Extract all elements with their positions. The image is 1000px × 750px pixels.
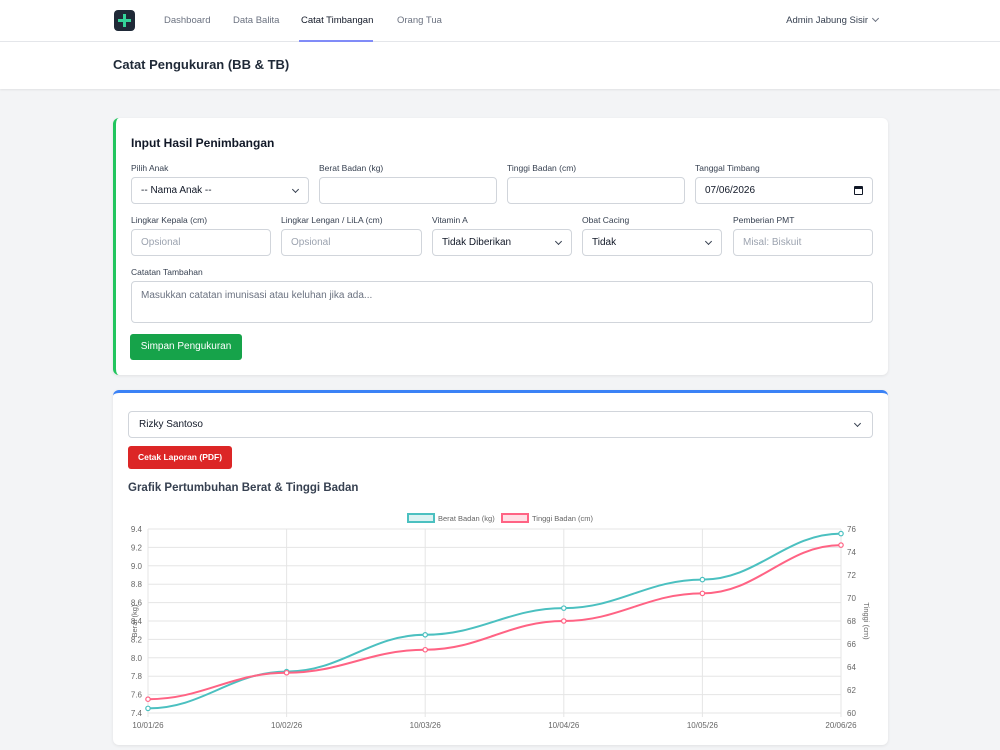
- page-title: Catat Pengukuran (BB & TB): [113, 57, 290, 72]
- report-child-value: Rizky Santoso: [139, 419, 203, 430]
- y2-tick-label: 60: [847, 709, 856, 718]
- tinggi-label: Tinggi Badan (cm): [507, 163, 577, 173]
- app-logo-icon[interactable]: [114, 10, 135, 31]
- lingkar-kepala-label: Lingkar Kepala (cm): [131, 215, 208, 225]
- vitamin-a-value: Tidak Diberikan: [442, 237, 512, 248]
- y2-tick-label: 62: [847, 686, 856, 695]
- data-point-tinggi: [145, 696, 151, 703]
- data-point-berat: [838, 530, 844, 537]
- chevron-down-icon: [853, 419, 862, 428]
- active-tab-indicator: [299, 40, 373, 42]
- legend-label-berat: Berat Badan (kg): [438, 514, 495, 523]
- growth-chart: 9.4 9.2 9.0 8.8 8.6 8.4 8.2 8.0 7.8 7.6 7.4 76 74 72 7…: [130, 513, 871, 730]
- y-tick-label: 7.8: [131, 672, 143, 681]
- obat-cacing-select[interactable]: Tidak: [582, 229, 722, 256]
- chevron-down-icon: [871, 14, 880, 23]
- calendar-icon[interactable]: [854, 186, 863, 195]
- x-tick-label: 10/05/26: [687, 721, 719, 730]
- lingkar-kepala-input[interactable]: Opsional: [131, 229, 271, 256]
- chevron-down-icon: [554, 237, 563, 246]
- user-name: Admin Jabung Sisir: [786, 15, 868, 26]
- data-point-tinggi: [422, 646, 429, 653]
- y-tick-label: 9.0: [131, 562, 143, 571]
- save-button[interactable]: Simpan Pengukuran: [130, 334, 242, 360]
- tinggi-input[interactable]: [507, 177, 685, 204]
- y-tick-label: 9.2: [131, 543, 143, 552]
- series-line-tinggi: [147, 544, 842, 701]
- legend-swatch-berat: [407, 513, 435, 523]
- y2-tick-label: 70: [847, 594, 856, 603]
- navbar: Dashboard Data Balita Catat Timbangan Or…: [0, 0, 1000, 42]
- chart-title: Grafik Pertumbuhan Berat & Tinggi Badan: [128, 482, 359, 494]
- data-point-berat: [422, 632, 429, 638]
- y-tick-label: 8.6: [131, 599, 143, 608]
- data-point-berat: [699, 576, 706, 583]
- vitamin-a-label: Vitamin A: [432, 215, 468, 225]
- catatan-label: Catatan Tambahan: [131, 267, 203, 277]
- y-tick-label: 8.0: [131, 654, 143, 663]
- tanggal-value: 07/06/2026: [705, 185, 756, 196]
- catatan-textarea[interactable]: [131, 281, 873, 323]
- tanggal-label: Tanggal Timbang: [695, 163, 760, 173]
- chevron-down-icon: [291, 185, 300, 194]
- pmt-input[interactable]: Misal: Biskuit: [733, 229, 873, 256]
- nav-dashboard[interactable]: Dashboard: [164, 15, 211, 26]
- data-point-tinggi: [699, 590, 706, 597]
- x-tick-label: 10/04/26: [548, 721, 580, 730]
- data-point-berat: [560, 605, 567, 611]
- vitamin-a-select[interactable]: Tidak Diberikan: [432, 229, 572, 256]
- form-title: Input Hasil Penimbangan: [131, 136, 275, 150]
- y-tick-label: 7.4: [131, 709, 143, 718]
- berat-input[interactable]: [319, 177, 497, 204]
- y2-tick-label: 64: [847, 663, 856, 672]
- legend-label-tinggi: Tinggi Badan (cm): [532, 514, 593, 523]
- y-axis-label: Berat (kg): [130, 604, 139, 637]
- nav-data-balita[interactable]: Data Balita: [233, 15, 280, 26]
- lingkar-lengan-label: Lingkar Lengan / LiLA (cm): [281, 215, 383, 225]
- print-pdf-button[interactable]: Cetak Laporan (PDF): [128, 446, 232, 469]
- tanggal-input[interactable]: 07/06/2026: [695, 177, 873, 204]
- lingkar-lengan-input[interactable]: Opsional: [281, 229, 422, 256]
- data-point-berat: [145, 705, 151, 712]
- data-point-tinggi: [838, 542, 844, 548]
- y-tick-label: 7.6: [131, 691, 143, 700]
- y2-tick-label: 66: [847, 640, 856, 649]
- measurement-form-card: Input Hasil Penimbangan Pilih Anak -- Na…: [113, 118, 888, 375]
- y2-tick-label: 74: [847, 548, 856, 557]
- child-select-value: -- Nama Anak --: [141, 185, 212, 196]
- y-tick-label: 9.4: [131, 525, 143, 534]
- obat-cacing-value: Tidak: [592, 237, 617, 248]
- x-tick-label: 10/02/26: [271, 721, 303, 730]
- child-select[interactable]: -- Nama Anak --: [131, 177, 309, 204]
- data-point-tinggi: [560, 618, 567, 624]
- report-child-select[interactable]: Rizky Santoso: [128, 411, 873, 438]
- y2-tick-label: 72: [847, 571, 856, 580]
- y-tick-label: 8.2: [131, 635, 143, 644]
- pilih-anak-label: Pilih Anak: [131, 163, 169, 173]
- nav-orang-tua[interactable]: Orang Tua: [397, 15, 442, 26]
- page-header: Catat Pengukuran (BB & TB): [0, 42, 1000, 89]
- chevron-down-icon: [704, 237, 713, 246]
- pmt-label: Pemberian PMT: [733, 215, 795, 225]
- y2-axis-label: Tinggi (cm): [862, 602, 871, 640]
- x-tick-label: 10/01/26: [132, 721, 164, 730]
- y2-tick-label: 68: [847, 617, 856, 626]
- x-tick-label: 20/06/26: [825, 721, 857, 730]
- obat-cacing-label: Obat Cacing: [582, 215, 630, 225]
- y-tick-label: 8.8: [131, 580, 143, 589]
- legend-swatch-tinggi: [501, 513, 529, 523]
- y2-tick-label: 76: [847, 525, 856, 534]
- user-menu[interactable]: Admin Jabung Sisir: [786, 14, 880, 26]
- data-point-tinggi: [283, 669, 290, 676]
- y-tick-label: 8.4: [131, 617, 143, 626]
- berat-label: Berat Badan (kg): [319, 163, 384, 173]
- x-tick-label: 10/03/26: [410, 721, 442, 730]
- growth-report-card: Rizky Santoso Cetak Laporan (PDF) Grafik…: [113, 390, 888, 745]
- nav-catat-timbangan[interactable]: Catat Timbangan: [301, 15, 374, 26]
